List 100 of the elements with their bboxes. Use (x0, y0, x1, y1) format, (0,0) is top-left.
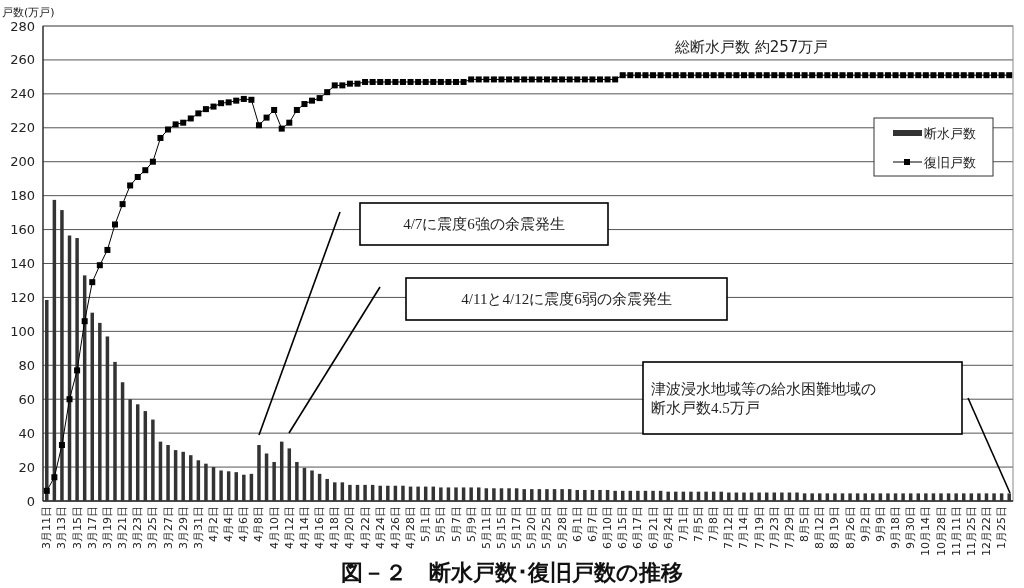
xtick: 7月14日 (737, 506, 751, 549)
bar (454, 487, 458, 501)
xtick: 5月11日 (479, 506, 493, 549)
xtick: 7月29日 (782, 506, 796, 549)
bar (795, 492, 799, 501)
bar (901, 493, 905, 501)
xtick: 5月28日 (555, 506, 569, 549)
xtick: 4月10日 (267, 506, 281, 549)
xtick: 7月12日 (722, 506, 736, 549)
bar (727, 492, 731, 501)
bar (386, 485, 390, 501)
xtick: 7月19日 (752, 506, 766, 549)
bar (757, 492, 761, 501)
bar (651, 490, 655, 501)
ytick: 200 (10, 154, 35, 170)
xtick: 7月8日 (707, 506, 721, 542)
bar (818, 493, 822, 501)
bar (219, 470, 223, 501)
bar (833, 493, 837, 501)
xtick: 8月12日 (813, 506, 827, 549)
xtick: 5月5日 (434, 506, 448, 542)
bar (863, 493, 867, 501)
ytick: 100 (10, 323, 35, 339)
bar (1007, 493, 1011, 501)
xtick: 8月26日 (843, 506, 857, 549)
bar (416, 486, 420, 501)
xtick: 5月9日 (464, 506, 478, 542)
ytick: 140 (10, 256, 35, 271)
xtick: 6月1日 (570, 506, 584, 542)
bar (848, 493, 852, 501)
bar (469, 487, 473, 501)
bar (704, 491, 708, 501)
ytick: 160 (10, 222, 35, 238)
ytick: 20 (18, 459, 35, 475)
xtick: 10月28日 (934, 506, 948, 556)
xtick: 7月1日 (676, 506, 690, 542)
xtick: 7月5日 (692, 506, 705, 542)
ytick: 240 (10, 86, 35, 102)
xtick: 3月17日 (85, 506, 99, 549)
xtick: 3月13日 (55, 506, 69, 549)
ytick: 60 (18, 391, 35, 407)
xtick: 6月7日 (585, 506, 599, 542)
bar (530, 489, 534, 501)
xtick: 3月15日 (70, 506, 84, 549)
bar (636, 490, 640, 501)
xtick: 4月6日 (237, 506, 251, 542)
bar (545, 489, 549, 501)
xtick: 8月5日 (798, 506, 812, 542)
xtick: 6月17日 (631, 506, 645, 549)
xtick: 8月19日 (828, 506, 842, 549)
bar (310, 470, 314, 501)
xtick: 11月11日 (949, 506, 963, 556)
bar (75, 238, 79, 501)
xtick: 3月23日 (131, 506, 145, 549)
annotation: 総断水戸数 約257万戸 (675, 38, 829, 56)
xtick: 4月26日 (388, 506, 402, 549)
xtick: 4月8日 (252, 506, 266, 542)
bar (598, 489, 602, 501)
xtick: 3月11日 (40, 506, 54, 549)
bar (128, 399, 132, 501)
bar (560, 489, 564, 501)
xtick: 4月4日 (222, 506, 236, 542)
xtick: 6月15日 (616, 506, 630, 549)
annotation: 津波浸水地域等の給水困難地域の断水戸数4.5万戸 (651, 380, 876, 416)
xtick: 6月10日 (601, 506, 615, 549)
xtick: 4月20日 (343, 506, 357, 549)
bar (613, 490, 617, 501)
bar (295, 461, 299, 501)
ytick: 220 (10, 120, 35, 136)
xtick: 11月25日 (964, 506, 978, 556)
ytick: 120 (10, 289, 35, 305)
bar (666, 491, 670, 501)
bar (60, 210, 64, 501)
ytick: 260 (10, 52, 35, 68)
bar (992, 493, 996, 501)
xtick: 1月25日 (995, 506, 1009, 549)
xtick: 10月14日 (919, 506, 933, 556)
bar (363, 484, 367, 501)
ytick: 40 (18, 425, 35, 441)
bar (189, 455, 193, 501)
xtick: 4月2日 (207, 506, 220, 542)
bar (257, 445, 261, 501)
bar (151, 419, 155, 501)
bar (810, 493, 814, 501)
ytick: 180 (10, 188, 35, 204)
xtick: 5月15日 (495, 506, 508, 549)
bar (204, 463, 208, 501)
xtick: 9月30日 (904, 506, 918, 549)
xtick: 7月23日 (767, 506, 781, 549)
bar (242, 474, 246, 501)
bar (378, 485, 382, 501)
bar (98, 322, 102, 501)
xtick: 3月31日 (191, 506, 205, 549)
bar (113, 361, 117, 501)
bar (181, 451, 185, 501)
ytick: 0 (26, 493, 35, 509)
xtick: 4月18日 (328, 506, 342, 549)
xtick: 6月21日 (646, 506, 660, 549)
xtick: 5月20日 (525, 506, 539, 549)
xtick: 9月18日 (889, 506, 903, 549)
